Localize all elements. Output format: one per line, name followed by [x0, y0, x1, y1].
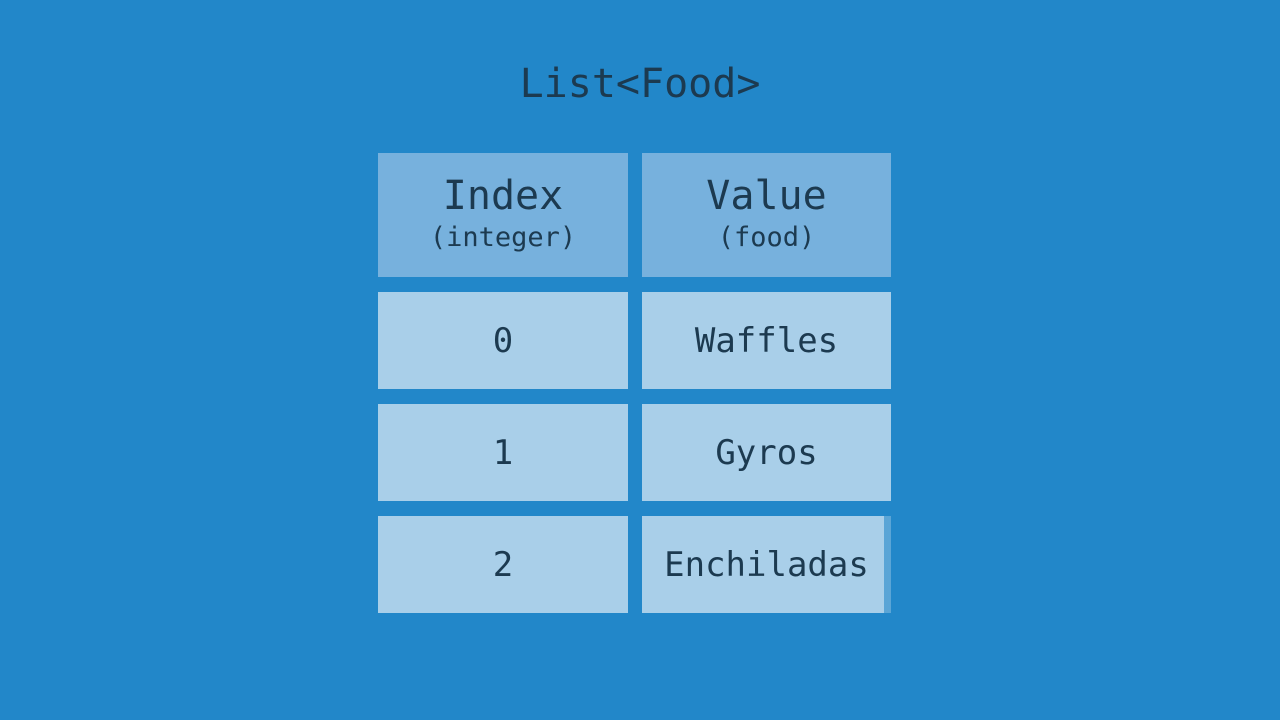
index-cell-text: 2 — [492, 544, 514, 585]
value-header-type-note: (food) — [717, 222, 816, 253]
value-cell-row-0: Waffles — [642, 292, 891, 389]
value-cell-text: Enchiladas — [664, 544, 869, 585]
value-header-label: Value — [706, 173, 827, 219]
index-header-label: Index — [442, 173, 564, 219]
index-cell-text: 0 — [492, 320, 514, 361]
column-header-index: Index (integer) — [378, 153, 628, 277]
value-cell-text: Waffles — [694, 320, 839, 361]
value-cell-text: Gyros — [715, 432, 818, 473]
index-cell-row-0: 0 — [378, 292, 628, 389]
list-table: Index (integer) Value (food) 0 Waffles 1… — [378, 153, 891, 613]
index-header-type-note: (integer) — [429, 222, 577, 253]
index-cell-text: 1 — [492, 432, 514, 473]
value-cell-row-1: Gyros — [642, 404, 891, 501]
value-cell-row-2: Enchiladas — [642, 516, 891, 613]
index-cell-row-1: 1 — [378, 404, 628, 501]
index-cell-row-2: 2 — [378, 516, 628, 613]
column-header-value: Value (food) — [642, 153, 891, 277]
diagram-title: List<Food> — [519, 61, 761, 107]
